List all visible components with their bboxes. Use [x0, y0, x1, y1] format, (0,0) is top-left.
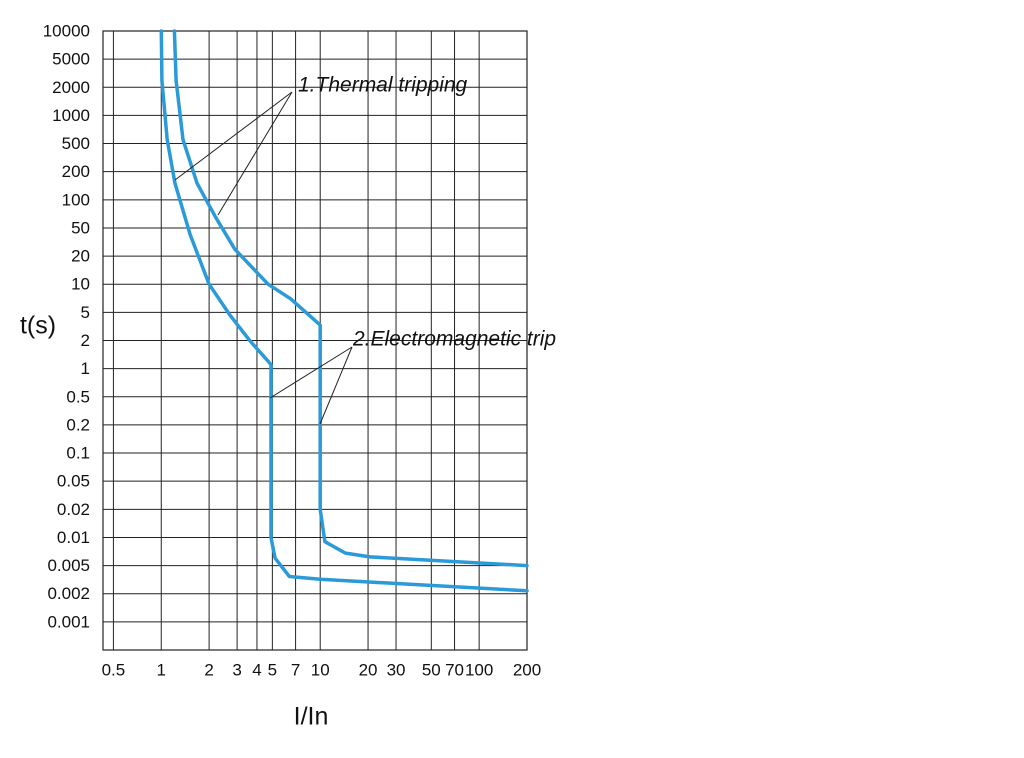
- y-tick-label: 1000: [52, 106, 90, 125]
- y-tick-label: 0.2: [66, 415, 90, 434]
- curves: [159, 29, 529, 593]
- x-tick-label: 200: [513, 660, 541, 679]
- plot-frame: [102, 30, 528, 651]
- y-tick-label: 2: [81, 331, 90, 350]
- y-tick-label: 0.02: [57, 500, 90, 519]
- y-tick-label: 0.05: [57, 472, 90, 491]
- x-tick-label: 2: [204, 660, 213, 679]
- x-tick-label: 20: [359, 660, 378, 679]
- leader-lines: [174, 91, 353, 425]
- y-tick-label: 2000: [52, 78, 90, 97]
- grid: 10000 5000 2000 1000 500 200 100 50 20 10 5 2 1 0.5 0.…: [43, 21, 541, 679]
- y-tick-label: 20: [71, 247, 90, 266]
- y-tick-label: 5000: [52, 50, 90, 69]
- x-tick-label: 7: [291, 660, 300, 679]
- x-tick-label: 30: [387, 660, 406, 679]
- y-tick-label: 50: [71, 218, 90, 237]
- x-tick-label: 3: [232, 660, 241, 679]
- x-tick-label: 100: [465, 660, 493, 679]
- y-axis-label: t(s): [20, 312, 56, 340]
- x-tick-label: 10: [311, 660, 330, 679]
- annotation: 2.Electromagnetic trip: [352, 328, 556, 351]
- y-tick-label: 1: [81, 359, 90, 378]
- y-tick-label: 100: [62, 190, 90, 209]
- y-tick-label: 10: [71, 275, 90, 294]
- trip-curve: [159, 29, 529, 593]
- leader-line: [217, 91, 293, 216]
- y-tick-label: 10000: [43, 21, 90, 40]
- leader-line: [269, 346, 353, 399]
- y-tick-label: 500: [62, 134, 90, 153]
- y-tick-label: 0.01: [57, 528, 90, 547]
- y-tick-label: 0.1: [66, 444, 90, 463]
- annotation: 1.Thermal tripping: [298, 74, 468, 97]
- x-tick-label: 0.5: [102, 660, 126, 679]
- x-axis-label: I/In: [294, 703, 329, 731]
- x-tick-label: 5: [268, 660, 277, 679]
- y-tick-label: 0.005: [47, 556, 90, 575]
- leader-line: [319, 346, 353, 425]
- leader-line: [174, 91, 293, 181]
- trip-curve: [172, 29, 529, 568]
- y-tick-label: 200: [62, 162, 90, 181]
- y-tick-label: 0.001: [47, 612, 90, 631]
- x-tick-label: 4: [252, 660, 261, 679]
- x-tick-label: 1: [157, 660, 166, 679]
- x-tick-label: 70: [445, 660, 464, 679]
- y-tick-label: 0.5: [66, 387, 90, 406]
- y-tick-label: 5: [81, 303, 90, 322]
- y-tick-label: 0.002: [47, 584, 90, 603]
- x-tick-label: 50: [422, 660, 441, 679]
